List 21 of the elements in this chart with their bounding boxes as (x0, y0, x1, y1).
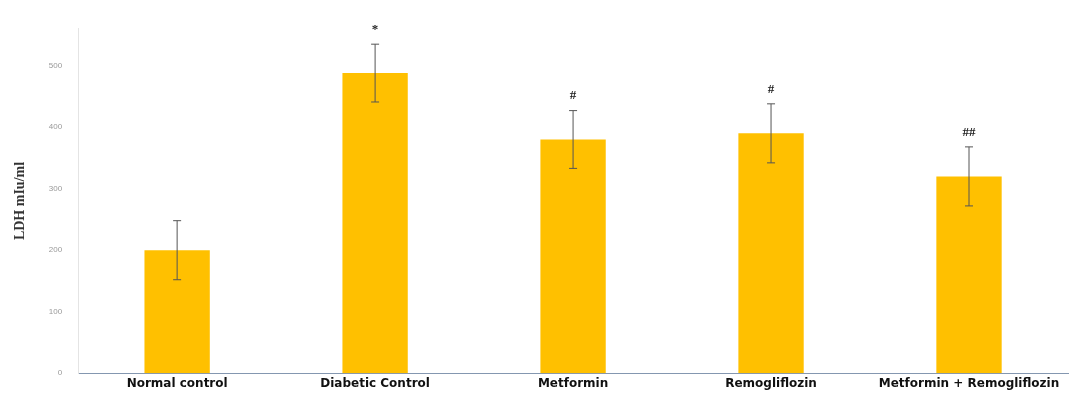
bar (540, 139, 606, 374)
y-tick-label: 400 (48, 122, 63, 132)
bar (144, 250, 210, 374)
x-tick-label: Diabetic Control (320, 375, 430, 390)
annotation: ## (962, 123, 977, 139)
bar (738, 133, 804, 374)
y-tick-label: 200 (48, 245, 63, 255)
y-tick-label: 500 (48, 60, 63, 70)
bar (936, 176, 1002, 374)
x-tick-label: Metformin (537, 375, 609, 390)
annotation: # (767, 80, 775, 96)
x-tick-label: Normal control (126, 375, 228, 390)
x-tick-label: Metformin + Remogliflozin (878, 375, 1060, 390)
y-tick-label: 300 (48, 183, 63, 193)
annotation: * (371, 21, 379, 37)
bar (342, 73, 408, 374)
x-tick-label: Remogliflozin (725, 375, 817, 390)
annotation: # (569, 87, 577, 103)
y-tick-label: 0 (57, 368, 63, 378)
y-tick-label: 100 (48, 306, 63, 316)
y-axis-title: LDH mIu/ml (12, 161, 28, 241)
